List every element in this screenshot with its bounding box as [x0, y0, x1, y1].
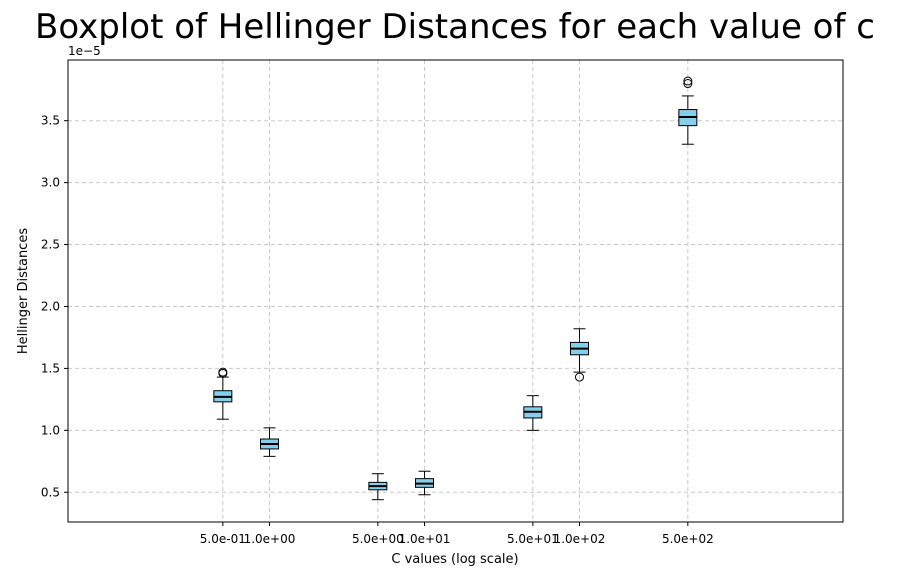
y-tick-label: 3.0 [41, 176, 60, 190]
outlier-point [218, 367, 228, 377]
y-offset-label: 1e−5 [68, 44, 101, 58]
x-tick-label: 5.0e+00 [352, 532, 404, 546]
y-axis: 0.5 1.0 1.5 2.0 2.5 3.0 3.5 [41, 114, 68, 499]
y-tick-label: 2.0 [41, 299, 60, 313]
box-series [213, 76, 698, 501]
box-5.0e-01 [213, 367, 233, 420]
y-tick-label: 0.5 [41, 485, 60, 499]
grid-lines [68, 60, 843, 522]
y-tick-label: 3.5 [41, 114, 60, 128]
box-1.0e+02 [570, 328, 589, 382]
x-tick-label: 1.0e+02 [554, 532, 606, 546]
box-5.0e+00 [368, 473, 388, 501]
chart-title: Boxplot of Hellinger Distances for each … [35, 7, 875, 47]
box-5.0e+01 [523, 395, 543, 431]
y-axis-label: Hellinger Distances [16, 228, 31, 354]
outlier-point [575, 372, 584, 382]
box-1.0e+01 [415, 470, 434, 496]
x-tick-label: 5.0e-01 [200, 532, 246, 546]
y-tick-label: 1.5 [41, 361, 60, 375]
outlier-point [683, 79, 693, 89]
x-axis: 5.0e-011.0e+00 5.0e+001.0e+01 5.0e+011.0e+… [200, 522, 714, 546]
x-tick-label: 5.0e+01 [507, 532, 559, 546]
box-1.0e+00 [260, 427, 279, 457]
plot-frame [67, 59, 844, 523]
x-tick-label: 5.0e+02 [662, 532, 714, 546]
outlier-point [683, 76, 693, 86]
box-5.0e+02 [678, 76, 698, 145]
x-tick-label: 1.0e+00 [244, 532, 296, 546]
x-axis-label: C values (log scale) [391, 552, 518, 567]
x-tick-label: 1.0e+01 [399, 532, 451, 546]
y-tick-label: 1.0 [41, 423, 60, 437]
y-tick-label: 2.5 [41, 238, 60, 252]
